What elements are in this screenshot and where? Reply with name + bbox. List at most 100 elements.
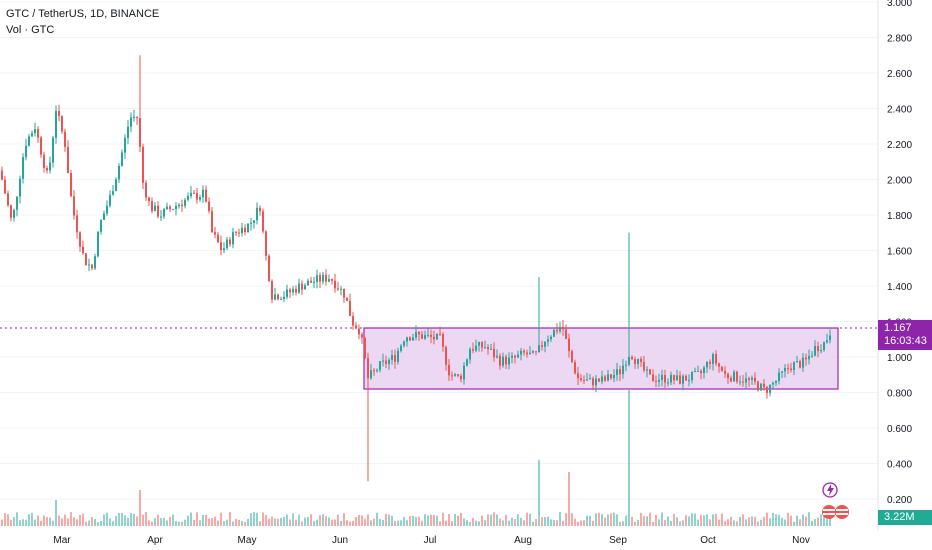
volume-bar — [550, 519, 552, 526]
candle-body — [409, 337, 411, 341]
event-icon[interactable] — [822, 482, 838, 498]
candle — [193, 189, 195, 194]
volume-bar — [574, 518, 576, 526]
flag-icon[interactable] — [822, 505, 849, 519]
candle — [472, 342, 474, 354]
candle — [283, 291, 285, 303]
candle — [613, 369, 615, 383]
candle — [112, 184, 114, 196]
volume-bar — [277, 518, 279, 526]
candle-body — [391, 355, 393, 360]
volume-bar — [421, 520, 423, 526]
candle — [97, 230, 99, 258]
candle — [760, 382, 762, 392]
candle-body — [655, 380, 657, 382]
candle-body — [802, 357, 804, 368]
volume-bar — [193, 519, 195, 526]
volume-bar — [436, 515, 438, 526]
volume-bar — [748, 517, 750, 526]
candle — [253, 220, 255, 229]
candle-body — [550, 336, 552, 340]
volume-bar — [22, 519, 24, 526]
candle — [169, 204, 171, 213]
candle-body — [259, 207, 261, 212]
volume-bar — [484, 520, 486, 526]
candle-body — [154, 205, 156, 212]
candle-body — [775, 380, 777, 383]
candle — [499, 353, 501, 370]
volume-bars — [1, 390, 831, 526]
candle-body — [481, 342, 483, 348]
volume-bar — [667, 516, 669, 526]
candle — [565, 324, 567, 340]
volume-bar — [250, 513, 252, 526]
volume-bar — [67, 518, 69, 526]
candle — [364, 337, 366, 360]
candle — [331, 278, 333, 285]
candle-body — [664, 375, 666, 383]
candle-body — [37, 129, 39, 138]
candle-body — [544, 341, 546, 347]
volume-bar — [301, 521, 303, 526]
candle — [817, 341, 819, 358]
candle — [556, 323, 558, 335]
candle-body — [577, 373, 579, 379]
candle — [628, 232, 630, 367]
volume-bar — [439, 521, 441, 526]
volume-bar — [784, 519, 786, 526]
candle-body — [118, 165, 120, 180]
volume-bar — [532, 521, 534, 526]
candle — [229, 237, 231, 247]
candle-body — [754, 377, 756, 382]
candle-body — [508, 357, 510, 365]
volume-bar — [808, 512, 810, 526]
candle-body — [268, 255, 270, 282]
candle-body — [136, 116, 138, 119]
volume-bar — [274, 518, 276, 526]
volume-bar — [736, 521, 738, 526]
volume-bar — [430, 514, 432, 526]
volume-bar — [73, 517, 75, 526]
candle — [826, 333, 828, 344]
candle — [241, 222, 243, 237]
candle-body — [283, 296, 285, 299]
candle-body — [652, 374, 654, 381]
candle — [733, 369, 735, 383]
candle — [532, 349, 534, 354]
candle-body — [763, 383, 765, 388]
candle-body — [454, 374, 456, 376]
candle-body — [301, 283, 303, 290]
candle — [604, 374, 606, 383]
candle-body — [85, 253, 87, 266]
candle-body — [205, 189, 207, 202]
candle-body — [727, 373, 729, 378]
candle-body — [13, 209, 15, 218]
candle — [658, 373, 660, 388]
candle-body — [505, 356, 507, 365]
volume-bar — [787, 512, 789, 526]
volume-bar — [262, 512, 264, 526]
candle-body — [703, 367, 705, 374]
volume-bar — [349, 521, 351, 526]
candle — [730, 375, 732, 383]
candle — [754, 372, 756, 385]
volume-bar — [523, 520, 525, 526]
volume-bar — [658, 519, 660, 526]
volume-bar — [673, 513, 675, 526]
candle-body — [676, 375, 678, 381]
volume-bar — [247, 518, 249, 526]
volume-bar — [100, 520, 102, 526]
candle — [184, 197, 186, 209]
candle — [67, 140, 69, 174]
candle — [388, 357, 390, 370]
volume-bar — [544, 517, 546, 526]
volume-bar — [334, 519, 336, 526]
volume-bar — [529, 513, 531, 526]
candle-body — [619, 369, 621, 375]
time-tick-label: Jul — [424, 535, 437, 546]
candle-body — [757, 381, 759, 391]
volume-bar — [289, 519, 291, 526]
volume-bar — [553, 519, 555, 526]
candle-body — [112, 191, 114, 195]
